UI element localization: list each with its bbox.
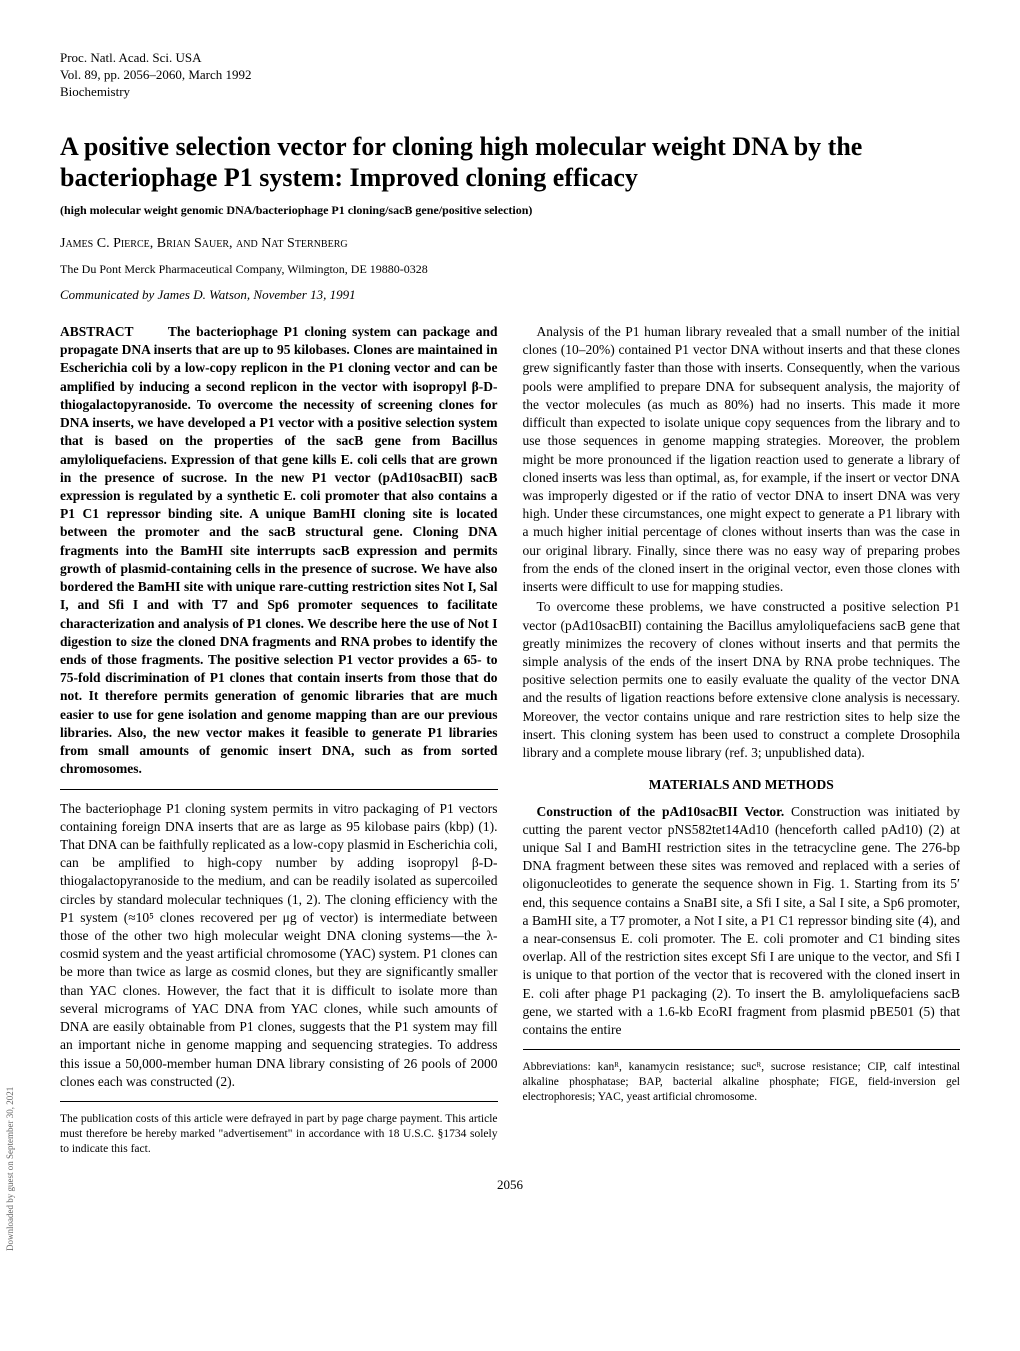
right-column: Analysis of the P1 human library reveale… bbox=[523, 323, 961, 1157]
two-column-layout: ABSTRACT The bacteriophage P1 cloning sy… bbox=[60, 323, 960, 1157]
methods-text: Construction was initiated by cutting th… bbox=[523, 804, 961, 1038]
section-heading: MATERIALS AND METHODS bbox=[523, 776, 961, 794]
publication-footnote: The publication costs of this article we… bbox=[60, 1112, 498, 1157]
methods-paragraph: Construction of the pAd10sacBII Vector. … bbox=[523, 803, 961, 1040]
divider bbox=[60, 789, 498, 790]
affiliation: The Du Pont Merck Pharmaceutical Company… bbox=[60, 262, 960, 277]
journal-name: Proc. Natl. Acad. Sci. USA bbox=[60, 50, 960, 67]
download-notice: Downloaded by guest on September 30, 202… bbox=[5, 1087, 15, 1251]
divider bbox=[523, 1049, 961, 1050]
article-title: A positive selection vector for cloning … bbox=[60, 131, 960, 193]
section-name: Biochemistry bbox=[60, 84, 960, 101]
abbreviations-footnote: Abbreviations: kanᴿ, kanamycin resistanc… bbox=[523, 1060, 961, 1105]
abstract-paragraph: ABSTRACT The bacteriophage P1 cloning sy… bbox=[60, 323, 498, 778]
volume-info: Vol. 89, pp. 2056–2060, March 1992 bbox=[60, 67, 960, 84]
keywords: (high molecular weight genomic DNA/bacte… bbox=[60, 203, 960, 218]
page-number: 2056 bbox=[60, 1177, 960, 1193]
abstract-label: ABSTRACT bbox=[60, 324, 134, 339]
body-paragraph: The bacteriophage P1 cloning system perm… bbox=[60, 800, 498, 1092]
divider bbox=[60, 1101, 498, 1102]
subsection-heading: Construction of the pAd10sacBII Vector. bbox=[537, 804, 785, 819]
journal-header: Proc. Natl. Acad. Sci. USA Vol. 89, pp. … bbox=[60, 50, 960, 101]
authors: James C. Pierce, Brian Sauer, and Nat St… bbox=[60, 236, 960, 252]
body-paragraph: To overcome these problems, we have cons… bbox=[523, 598, 961, 762]
left-column: ABSTRACT The bacteriophage P1 cloning sy… bbox=[60, 323, 498, 1157]
abstract-text: The bacteriophage P1 cloning system can … bbox=[60, 324, 498, 776]
communicated-by: Communicated by James D. Watson, Novembe… bbox=[60, 287, 960, 303]
body-paragraph: Analysis of the P1 human library reveale… bbox=[523, 323, 961, 596]
